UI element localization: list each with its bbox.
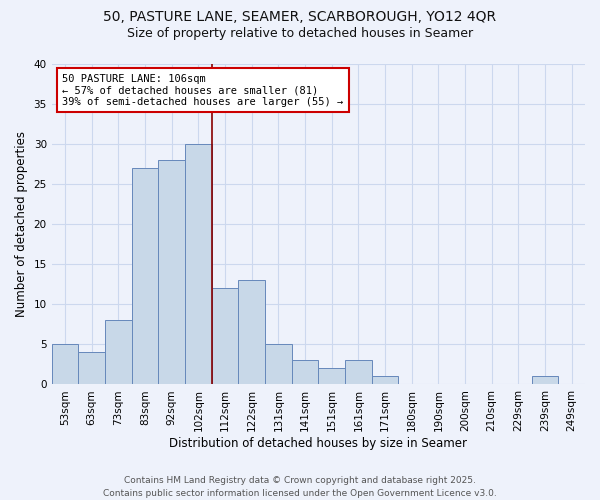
Bar <box>158 160 185 384</box>
Bar <box>532 376 559 384</box>
Text: 50, PASTURE LANE, SEAMER, SCARBOROUGH, YO12 4QR: 50, PASTURE LANE, SEAMER, SCARBOROUGH, Y… <box>103 10 497 24</box>
Text: Contains HM Land Registry data © Crown copyright and database right 2025.
Contai: Contains HM Land Registry data © Crown c… <box>103 476 497 498</box>
Y-axis label: Number of detached properties: Number of detached properties <box>15 131 28 317</box>
Text: Size of property relative to detached houses in Seamer: Size of property relative to detached ho… <box>127 28 473 40</box>
Bar <box>185 144 212 384</box>
Text: 50 PASTURE LANE: 106sqm
← 57% of detached houses are smaller (81)
39% of semi-de: 50 PASTURE LANE: 106sqm ← 57% of detache… <box>62 74 344 107</box>
Bar <box>238 280 265 384</box>
Bar <box>345 360 371 384</box>
Bar <box>212 288 238 384</box>
Bar <box>265 344 292 385</box>
Bar <box>79 352 105 384</box>
Bar <box>131 168 158 384</box>
Bar <box>371 376 398 384</box>
X-axis label: Distribution of detached houses by size in Seamer: Distribution of detached houses by size … <box>169 437 467 450</box>
Bar <box>292 360 319 384</box>
Bar <box>52 344 79 385</box>
Bar <box>319 368 345 384</box>
Bar <box>105 320 131 384</box>
